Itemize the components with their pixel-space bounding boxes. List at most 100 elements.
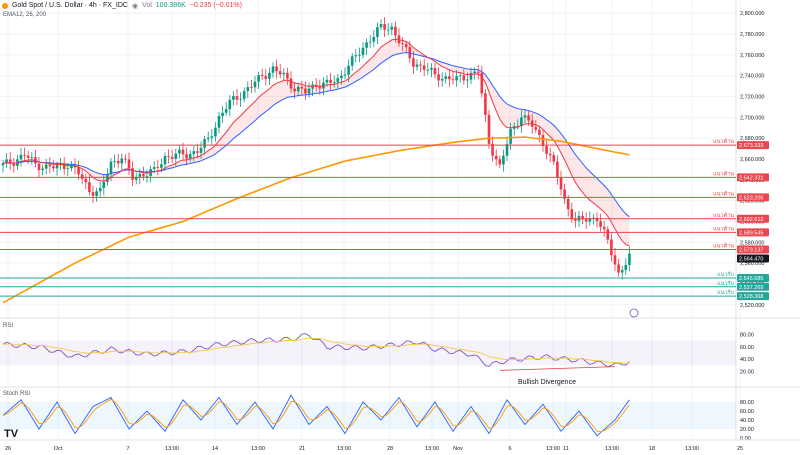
candle-body (538, 129, 541, 136)
candle-body (221, 112, 224, 116)
candle-body (527, 115, 530, 121)
level-label: แนวต้าน (713, 138, 734, 145)
rsi-ma-line (2, 337, 630, 364)
candle-body (347, 65, 350, 75)
candle-body (545, 145, 548, 154)
time-tick-label: 13:00 (337, 446, 351, 452)
candle-body (613, 255, 617, 265)
divergence-label: Bullish Divergence (518, 379, 576, 386)
eye-icon[interactable]: ◉ (131, 2, 139, 10)
candle-body (142, 173, 145, 177)
candle-body (109, 161, 113, 175)
candle-body (131, 168, 134, 180)
candle-body (271, 66, 275, 73)
stoch-panel-label[interactable]: Stoch RSI (3, 391, 31, 397)
candle-body (599, 221, 602, 227)
price-tick-label: 2,660.000 (740, 157, 764, 163)
candle-body (433, 67, 437, 75)
candle-body (127, 159, 131, 169)
level-price-value: 2,564.470 (739, 256, 763, 262)
candle-body (120, 158, 124, 164)
rsi-tick-label: 80.00 (740, 332, 754, 338)
candle-body (235, 96, 239, 100)
candle-body (30, 157, 34, 158)
candle-body (325, 79, 329, 83)
level-price-tag (737, 228, 769, 237)
candle-body (232, 96, 235, 100)
candle-body (372, 36, 376, 42)
ema-indicator-label[interactable]: EMA12, 26, 200 (3, 12, 47, 18)
stoch-tick-label: 0.00 (740, 436, 751, 442)
candle-body (412, 58, 415, 67)
candle-body (138, 173, 142, 177)
candle-body (210, 136, 214, 138)
candle-body (390, 26, 394, 30)
level-price-tag (737, 173, 769, 182)
candle-body (368, 41, 372, 43)
candle-body (286, 72, 289, 79)
candle-body (224, 109, 228, 113)
candle-body (480, 72, 484, 94)
price-tick-label: 2,560.000 (740, 261, 764, 267)
candle-body (203, 139, 206, 148)
candle-body (581, 215, 584, 220)
candle-body (469, 73, 473, 80)
candle-body (458, 75, 462, 77)
time-tick-label: 18 (649, 446, 655, 452)
candle-body (350, 56, 354, 66)
candle-body (41, 168, 44, 171)
candle-body (336, 78, 340, 83)
level-price-value: 2,673.333 (739, 143, 763, 149)
candle-body (476, 71, 480, 73)
ema12-line (2, 38, 630, 247)
alert-icon (629, 308, 639, 318)
candle-body (541, 135, 545, 146)
price-tick-label: 2,580.000 (740, 240, 764, 246)
level-price-tag (737, 245, 769, 254)
candle-body (19, 154, 23, 160)
candle-body (462, 75, 466, 81)
candle-body (181, 149, 185, 155)
candle-body (559, 177, 563, 190)
time-tick-label: 13:00 (425, 446, 439, 452)
candle-body (152, 167, 156, 170)
symbol-title[interactable]: Gold Spot / U.S. Dollar · 4h · FX_IDC (12, 2, 128, 9)
price-tick-label: 2,760.000 (740, 53, 764, 59)
candle-body (361, 47, 365, 55)
candle-body (610, 239, 613, 256)
rsi-tick-label: 60.00 (740, 345, 754, 351)
candle-body (419, 64, 422, 66)
candle-body (278, 71, 282, 75)
candle-body (91, 192, 95, 196)
candle-body (628, 253, 631, 265)
candle-body (163, 156, 167, 165)
candle-body (84, 178, 88, 183)
candle-body (444, 76, 448, 79)
candle-body (293, 88, 296, 92)
price-tick-label: 2,720.000 (740, 95, 764, 101)
time-tick-label: 13:00 (605, 446, 619, 452)
rsi-panel-label[interactable]: RSI (3, 323, 14, 329)
candle-body (170, 156, 174, 159)
level-label: แนวรับ (717, 271, 734, 278)
candle-body (574, 219, 577, 221)
candle-body (394, 26, 397, 36)
level-price-tag (737, 292, 769, 301)
candle-body (401, 43, 404, 45)
candle-body (523, 115, 527, 118)
rsi-line (2, 333, 630, 368)
candle-body (498, 159, 502, 165)
vol-value: 100.386K (155, 2, 186, 9)
time-tick-label: 11 (563, 446, 569, 452)
level-label: แนวต้าน (713, 212, 734, 219)
candle-body (592, 217, 595, 219)
candle-body (199, 147, 203, 153)
candle-body (77, 167, 80, 175)
candle-body (430, 67, 433, 70)
candle-body (340, 75, 343, 79)
candle-body (80, 174, 84, 179)
candle-body (620, 270, 624, 273)
candle-body (570, 209, 574, 220)
candle-body (37, 163, 41, 171)
